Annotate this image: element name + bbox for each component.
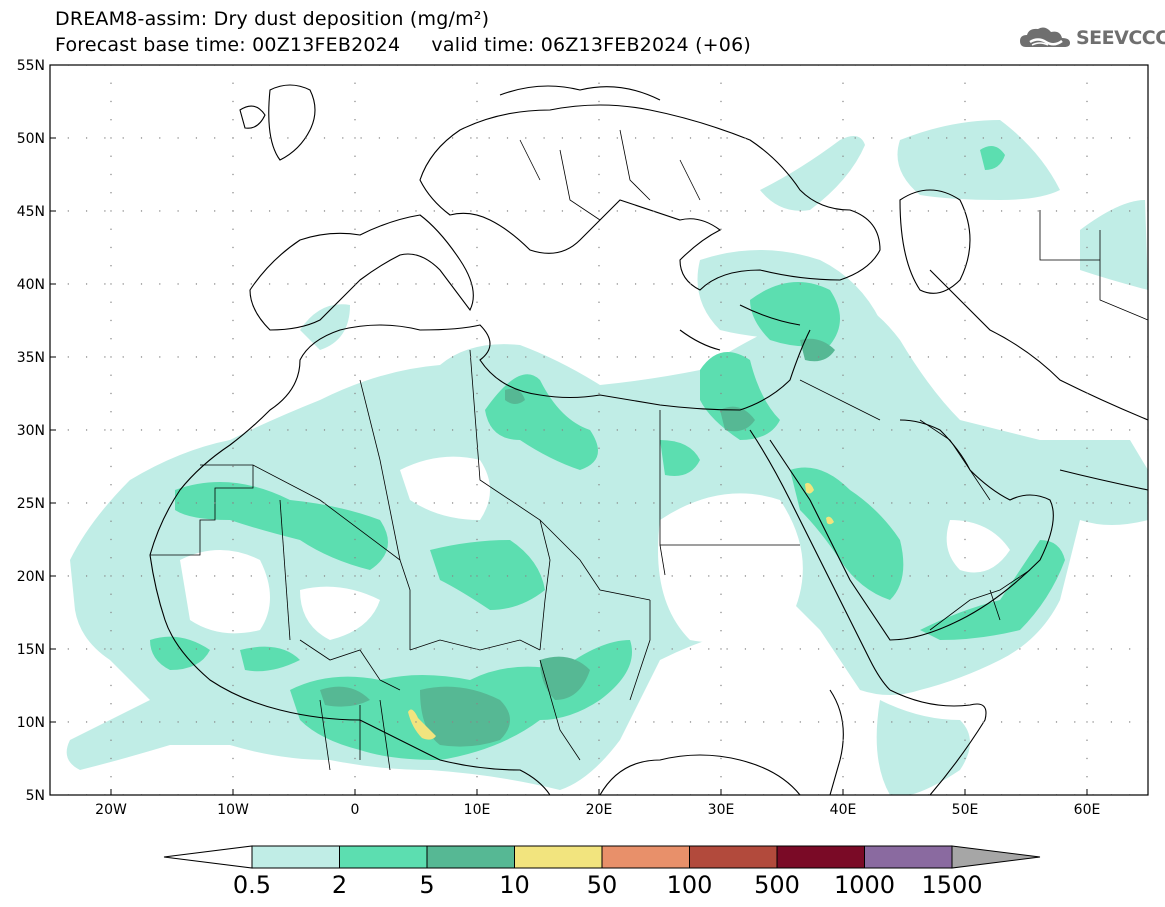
dust-layer-high [320,338,835,747]
lat-tick-label: 40N [17,277,45,293]
dust-fields [50,65,1148,795]
lat-tick-label: 5N [26,788,45,804]
colorbar-min-arrow [163,845,253,869]
colorbar-label: 10 [499,871,530,899]
colorbar-label: 1000 [834,871,895,899]
colorbar-swatch [864,845,953,869]
colorbar: 0.5 2 5 10 50 100 500 1000 1500 [163,845,1041,899]
lon-tick-label: 60E [1074,802,1101,818]
colorbar-swatch [776,845,865,869]
cloud-logo-icon [1020,27,1070,47]
latitude-axis: 55N 50N 45N 40N 35N 30N 25N 20N 15N 10N 5N [17,58,56,804]
lon-tick-label: 10W [217,802,249,818]
colorbar-swatch [689,845,778,869]
lat-tick-label: 55N [17,58,45,74]
dust-layer-peak [408,482,834,740]
colorbar-label: 100 [667,871,713,899]
lon-tick-label: 20E [586,802,613,818]
colorbar-label: 500 [754,871,800,899]
lon-tick-label: 20W [95,802,127,818]
lat-tick-label: 25N [17,496,45,512]
dust-gaps [180,456,1010,643]
lat-tick-label: 45N [17,204,45,220]
lon-tick-label: 30E [708,802,735,818]
graticule [50,65,1148,795]
lon-tick-label: 50E [952,802,979,818]
map-title: DREAM8-assim: Dry dust deposition (mg/m²… [55,8,490,30]
lat-tick-label: 15N [17,642,45,658]
colorbar-label: 0.5 [233,871,271,899]
coastlines [149,84,1148,795]
colorbar-swatch [514,845,603,869]
colorbar-swatch [251,845,340,869]
longitude-axis: 20W 10W 0 10E 20E 30E 40E 50E 60E [95,789,1100,818]
colorbar-label: 1500 [921,871,982,899]
colorbar-swatch [601,845,690,869]
logo-text: SEEVCCC [1076,27,1165,49]
seevccc-logo: SEEVCCC [1018,25,1165,51]
lon-tick-label: 10E [464,802,491,818]
lat-tick-label: 50N [17,131,45,147]
colorbar-label: 50 [587,871,618,899]
forecast-time-subtitle: Forecast base time: 00Z13FEB2024 valid t… [55,34,751,56]
lat-tick-label: 30N [17,423,45,439]
lat-tick-label: 10N [17,715,45,731]
colorbar-label: 2 [332,871,347,899]
lon-tick-label: 40E [830,802,857,818]
colorbar-swatch [426,845,515,869]
colorbar-max-arrow [951,845,1041,869]
lat-tick-label: 20N [17,569,45,585]
dust-layer-light [66,120,1148,795]
lon-tick-label: 0 [351,802,360,818]
colorbar-label: 5 [419,871,434,899]
colorbar-swatch [339,845,428,869]
lat-tick-label: 35N [17,350,45,366]
country-borders [150,129,1148,771]
